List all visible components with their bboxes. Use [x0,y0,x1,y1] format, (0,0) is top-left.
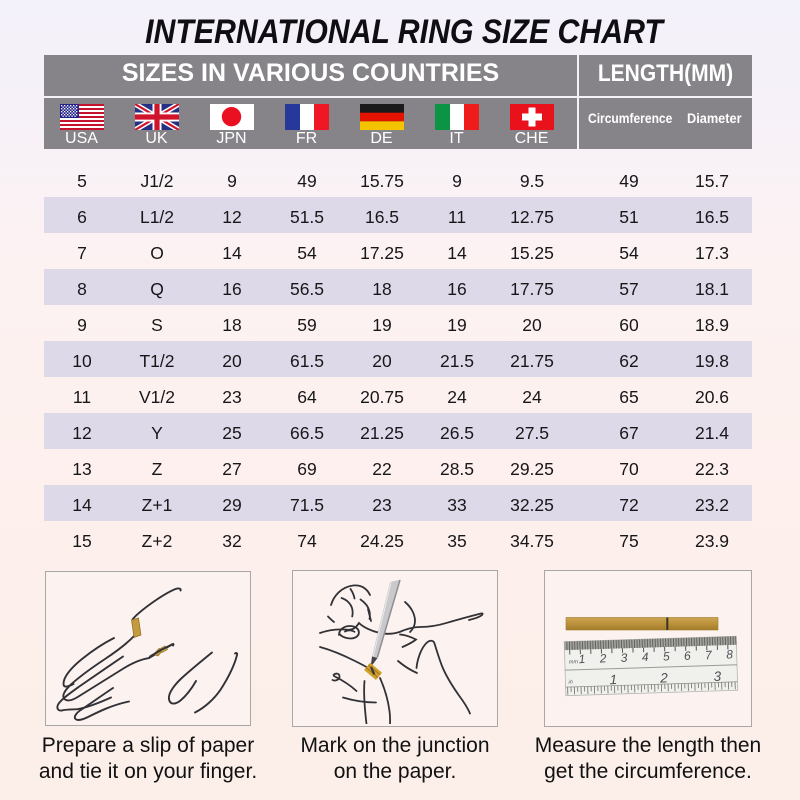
svg-text:3: 3 [713,669,721,684]
svg-text:5: 5 [663,649,671,663]
svg-text:8: 8 [726,647,734,661]
svg-text:1: 1 [609,672,617,687]
svg-text:3: 3 [620,651,628,665]
svg-text:2: 2 [659,670,668,685]
svg-text:4: 4 [641,650,649,664]
svg-text:2: 2 [598,651,607,665]
svg-text:1: 1 [578,652,586,666]
svg-text:6: 6 [684,649,692,663]
svg-text:in: in [568,679,572,685]
svg-text:mm: mm [569,659,579,665]
svg-text:7: 7 [705,648,714,662]
